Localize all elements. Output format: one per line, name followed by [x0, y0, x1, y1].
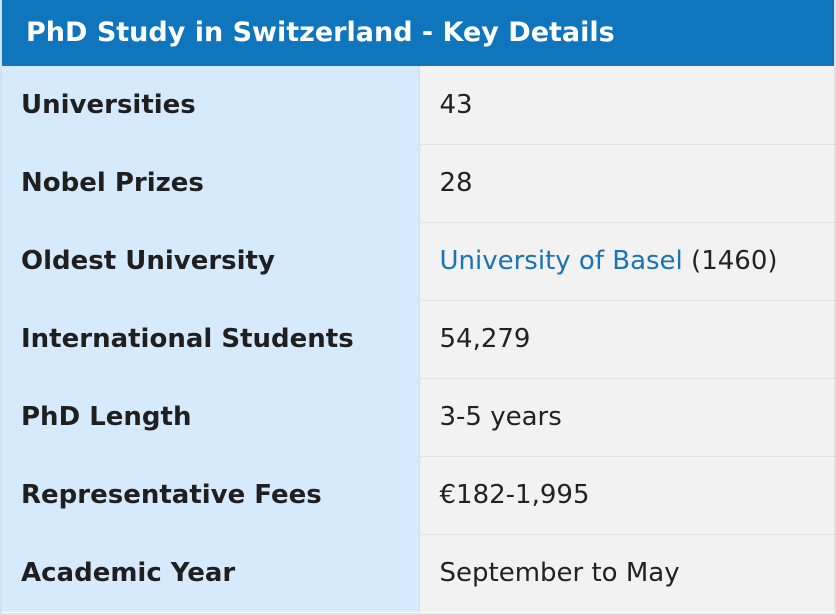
- table-row: Universities 43: [2, 66, 834, 145]
- table-row: Nobel Prizes 28: [2, 144, 834, 223]
- row-value-oldest-university: University of Basel (1460): [419, 222, 834, 301]
- founding-year: (1460): [682, 246, 778, 276]
- row-value-international-students: 54,279: [419, 300, 834, 379]
- row-value-academic-year: September to May: [419, 534, 834, 612]
- table-row: PhD Length 3-5 years: [2, 378, 834, 457]
- row-label-academic-year: Academic Year: [2, 534, 420, 612]
- row-value-phd-length: 3-5 years: [419, 378, 834, 457]
- row-label-universities: Universities: [2, 66, 420, 145]
- university-of-basel-link[interactable]: University of Basel: [439, 246, 683, 276]
- table-row: Oldest University University of Basel (1…: [2, 222, 834, 301]
- table-row: International Students 54,279: [2, 300, 834, 379]
- table-row: Representative Fees €182-1,995: [2, 456, 834, 535]
- row-value-representative-fees: €182-1,995: [419, 456, 834, 535]
- table-row: Academic Year September to May: [2, 534, 834, 612]
- row-value-universities: 43: [419, 66, 834, 145]
- details-table: Universities 43 Nobel Prizes 28 Oldest U…: [2, 66, 834, 612]
- row-value-nobel-prizes: 28: [419, 144, 834, 223]
- card-title: PhD Study in Switzerland - Key Details: [2, 0, 834, 66]
- row-label-oldest-university: Oldest University: [2, 222, 420, 301]
- row-label-international-students: International Students: [2, 300, 420, 379]
- row-label-representative-fees: Representative Fees: [2, 456, 420, 535]
- row-label-nobel-prizes: Nobel Prizes: [2, 144, 420, 223]
- row-label-phd-length: PhD Length: [2, 378, 420, 457]
